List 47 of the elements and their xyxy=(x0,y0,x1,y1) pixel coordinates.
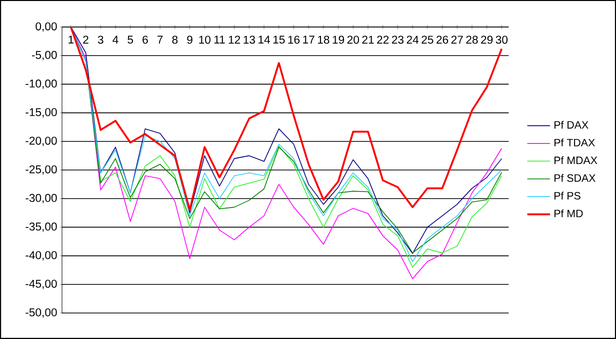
y-tick-label: -20,00 xyxy=(26,136,57,146)
x-tick-label: 27 xyxy=(451,36,463,44)
legend-label: Pf TDAX xyxy=(554,138,595,146)
x-tick-label: 3 xyxy=(98,36,104,44)
x-tick-label: 22 xyxy=(377,36,389,44)
x-tick-label: 21 xyxy=(362,36,374,44)
legend-label: Pf PS xyxy=(554,192,580,200)
y-tick-label: -40,00 xyxy=(26,251,57,260)
x-tick-label: 8 xyxy=(172,36,178,44)
x-tick-label: 24 xyxy=(406,36,419,44)
x-tick-label: 2 xyxy=(83,36,88,44)
x-tick-label: 13 xyxy=(244,36,255,44)
legend-label: Pf MD xyxy=(554,209,583,218)
x-tick-label: 20 xyxy=(347,36,359,44)
x-tick-label: 1 xyxy=(68,36,74,44)
y-tick-label: -25,00 xyxy=(26,165,57,175)
x-tick-label: 25 xyxy=(422,36,434,44)
y-tick-label: -15,00 xyxy=(26,108,57,118)
x-tick-label: 26 xyxy=(436,36,448,44)
x-tick-label: 29 xyxy=(481,36,493,44)
legend-label: Pf MDAX xyxy=(554,156,598,164)
x-tick-label: 4 xyxy=(112,36,118,44)
x-tick-label: 28 xyxy=(466,36,478,44)
y-tick-label: -30,00 xyxy=(26,194,57,204)
y-tick-label: 0,00 xyxy=(36,22,57,32)
x-tick-label: 23 xyxy=(392,36,404,44)
legend-label: Pf SDAX xyxy=(554,174,596,182)
x-tick-label: 10 xyxy=(199,36,210,44)
x-tick-label: 17 xyxy=(303,36,314,44)
legend-label: Pf DAX xyxy=(554,120,588,129)
x-tick-label: 12 xyxy=(228,36,240,44)
x-tick-label: 9 xyxy=(187,36,192,44)
x-tick-label: 7 xyxy=(157,36,163,44)
x-tick-label: 14 xyxy=(258,36,270,44)
x-tick-label: 16 xyxy=(288,36,300,44)
x-tick-label: 19 xyxy=(332,36,344,44)
y-tick-label: -50,00 xyxy=(26,308,57,318)
x-tick-label: 30 xyxy=(496,36,508,44)
x-tick-label: 11 xyxy=(214,36,225,44)
x-tick-label: 5 xyxy=(128,36,134,44)
y-tick-label: -10,00 xyxy=(26,80,57,89)
y-tick-label: -45,00 xyxy=(26,280,57,290)
x-tick-label: 18 xyxy=(318,36,330,44)
y-tick-label: -35,00 xyxy=(26,222,57,232)
x-tick-label: 15 xyxy=(273,36,285,44)
x-tick-label: 6 xyxy=(142,36,148,44)
y-tick-label: -5,00 xyxy=(32,50,57,60)
